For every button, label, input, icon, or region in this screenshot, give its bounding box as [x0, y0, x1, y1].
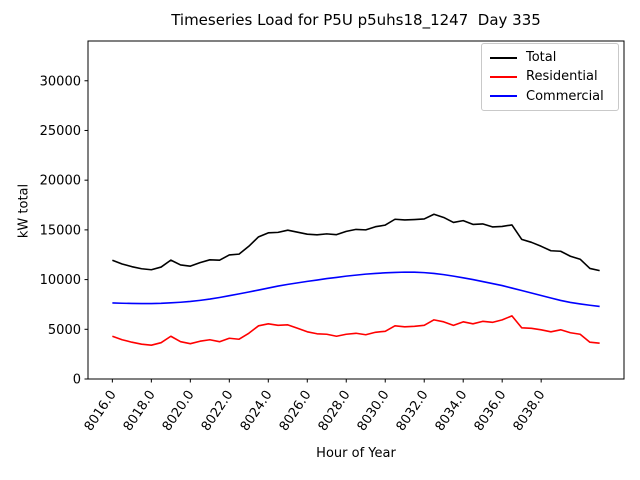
y-tick-label: 0 — [73, 373, 81, 388]
y-tick-label: 5000 — [48, 323, 81, 338]
x-tick-label: 8020.0 — [160, 388, 198, 434]
legend-line-sample — [490, 95, 517, 98]
y-tick-label: 10000 — [40, 273, 81, 288]
y-tick-label: 30000 — [40, 74, 81, 89]
axes-frame — [87, 40, 625, 380]
x-tick-label: 8016.0 — [82, 388, 120, 434]
y-tick-label: 15000 — [40, 223, 81, 238]
series-line-total — [112, 213, 600, 272]
x-tick-label: 8034.0 — [433, 388, 471, 434]
y-tick-label: 25000 — [40, 124, 81, 139]
x-tick-label: 8028.0 — [316, 388, 354, 434]
legend-line-sample — [490, 56, 517, 59]
x-tick-label: 8022.0 — [199, 388, 237, 434]
legend-line-sample — [490, 75, 517, 78]
x-tick-label: 8018.0 — [121, 388, 159, 434]
legend-item-residential: Residential — [490, 67, 610, 86]
x-axis-label: Hour of Year — [316, 446, 396, 461]
x-tick-label: 8024.0 — [238, 388, 276, 434]
chart-title: Timeseries Load for P5U p5uhs18_1247 Day… — [171, 11, 541, 29]
x-tick-label: 8036.0 — [472, 388, 510, 434]
x-tick-label: 8030.0 — [355, 388, 393, 434]
legend-label: Total — [526, 50, 557, 66]
legend-label: Commercial — [526, 88, 604, 104]
legend-item-total: Total — [490, 48, 610, 67]
series-line-residential — [112, 315, 600, 346]
legend-label: Residential — [526, 69, 598, 85]
y-tick-label: 20000 — [40, 174, 81, 189]
x-tick-label: 8038.0 — [511, 388, 549, 434]
x-tick-label: 8026.0 — [277, 388, 315, 434]
legend: Total Residential Commercial — [481, 43, 619, 111]
y-axis-label: kW total — [16, 183, 32, 239]
x-tick-label: 8032.0 — [394, 388, 432, 434]
series-line-commercial — [112, 271, 600, 308]
legend-item-commercial: Commercial — [490, 87, 610, 106]
